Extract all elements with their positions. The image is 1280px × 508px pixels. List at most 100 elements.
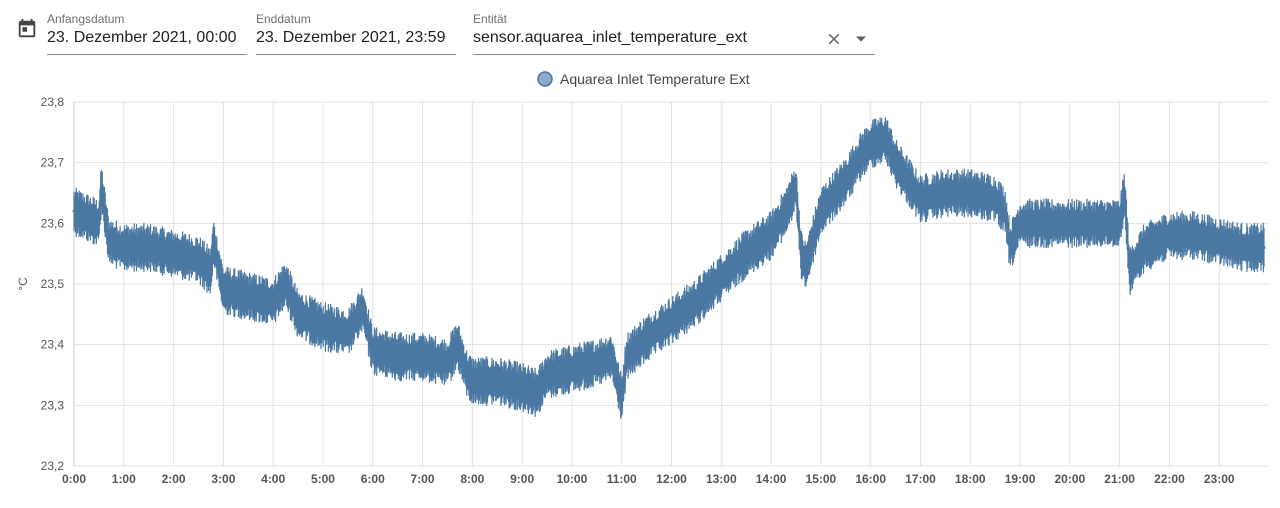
series-point[interactable]: [445, 361, 449, 365]
series-point[interactable]: [495, 379, 499, 383]
series-point[interactable]: [625, 355, 629, 359]
y-axis-label: °C: [16, 277, 30, 291]
series-point[interactable]: [570, 367, 574, 371]
series-point[interactable]: [610, 355, 614, 359]
series-point[interactable]: [455, 343, 459, 347]
series-point[interactable]: [284, 282, 288, 286]
series-point[interactable]: [1242, 246, 1246, 250]
end-date-label: Enddatum: [256, 12, 311, 26]
series-point[interactable]: [1128, 270, 1132, 274]
series-point[interactable]: [321, 324, 325, 328]
series-point[interactable]: [1123, 191, 1127, 195]
series-point[interactable]: [645, 337, 649, 341]
series-point[interactable]: [859, 155, 863, 159]
series-point[interactable]: [869, 142, 873, 146]
series-point[interactable]: [209, 270, 213, 274]
series-point[interactable]: [520, 385, 524, 389]
series-point[interactable]: [1143, 246, 1147, 250]
series-point[interactable]: [421, 355, 425, 359]
series-point[interactable]: [1192, 233, 1196, 237]
series-point[interactable]: [1167, 233, 1171, 237]
x-tick-label: 10:00: [557, 472, 588, 486]
dropdown-arrow-icon[interactable]: [855, 35, 867, 43]
series-point[interactable]: [470, 379, 474, 383]
series-point[interactable]: [844, 179, 848, 183]
x-tick-label: 6:00: [361, 472, 385, 486]
series-point[interactable]: [221, 288, 225, 292]
series-point[interactable]: [993, 197, 997, 201]
series-point[interactable]: [719, 276, 723, 280]
series-point[interactable]: [884, 136, 888, 140]
series-point[interactable]: [72, 209, 76, 213]
series-point[interactable]: [535, 391, 539, 395]
x-tick-label: 4:00: [261, 472, 285, 486]
series-point[interactable]: [595, 361, 599, 365]
close-icon[interactable]: [825, 30, 843, 48]
y-tick-label: 23,7: [41, 156, 65, 170]
series-point[interactable]: [465, 373, 469, 377]
series-point[interactable]: [670, 318, 673, 322]
series-point[interactable]: [122, 246, 126, 250]
series-point[interactable]: [943, 191, 947, 195]
series-point[interactable]: [799, 252, 803, 256]
series-point[interactable]: [1118, 221, 1122, 225]
series-point[interactable]: [196, 258, 200, 262]
entity-label: Entität: [473, 12, 508, 26]
series-point[interactable]: [1068, 221, 1072, 225]
series-point[interactable]: [246, 294, 250, 298]
end-date-value[interactable]: 23. Dezember 2021, 23:59: [256, 29, 446, 46]
series-point[interactable]: [968, 191, 972, 195]
series-point[interactable]: [1217, 240, 1221, 244]
x-tick-label: 20:00: [1054, 472, 1085, 486]
series-point[interactable]: [794, 185, 798, 189]
series-point[interactable]: [784, 209, 788, 213]
series-point[interactable]: [1008, 246, 1012, 250]
series-point[interactable]: [97, 221, 101, 225]
series-point[interactable]: [819, 209, 823, 213]
series-point[interactable]: [346, 331, 350, 335]
entity-value[interactable]: sensor.aquarea_inlet_temperature_ext: [473, 29, 747, 46]
series-point[interactable]: [296, 312, 300, 316]
series-point[interactable]: [361, 306, 365, 310]
legend-label[interactable]: Aquarea Inlet Temperature Ext: [560, 71, 750, 87]
series-point[interactable]: [545, 373, 549, 377]
start-date-value[interactable]: 23. Dezember 2021, 00:00: [47, 29, 237, 46]
series-point[interactable]: [1003, 209, 1007, 213]
series-point[interactable]: [804, 264, 808, 268]
x-tick-label: 21:00: [1104, 472, 1135, 486]
chart-svg: 23,2 23,3 23,4 23,5 23,6 23,7 23,8 0:00 1:00 2:00…: [16, 71, 1269, 486]
series-line[interactable]: [73, 137, 1264, 400]
series-point[interactable]: [620, 397, 624, 401]
series-point[interactable]: [99, 185, 103, 189]
series-point[interactable]: [396, 355, 400, 359]
series-point[interactable]: [1043, 221, 1047, 225]
series-point[interactable]: [84, 215, 88, 219]
calendar-icon[interactable]: [16, 18, 38, 40]
series-point[interactable]: [744, 252, 748, 256]
x-tick-label: 18:00: [955, 472, 986, 486]
x-tick-label: 23:00: [1204, 472, 1235, 486]
end-date-field[interactable]: Enddatum 23. Dezember 2021, 23:59: [256, 8, 456, 55]
legend-marker[interactable]: [537, 71, 553, 87]
series-point[interactable]: [172, 252, 176, 256]
series-point[interactable]: [694, 300, 698, 304]
series-point[interactable]: [147, 246, 151, 250]
x-tick-label: 13:00: [706, 472, 737, 486]
series-point[interactable]: [371, 349, 375, 353]
history-chart: 23,2 23,3 23,4 23,5 23,6 23,7 23,8 0:00 1:00 2:00…: [0, 62, 1280, 503]
series-point[interactable]: [1262, 246, 1266, 250]
series-point[interactable]: [769, 233, 773, 237]
entity-picker[interactable]: Entität sensor.aquarea_inlet_temperature…: [473, 8, 875, 55]
series-point[interactable]: [1093, 221, 1097, 225]
series-point[interactable]: [1018, 221, 1022, 225]
history-filter-bar: Anfangsdatum 23. Dezember 2021, 00:00 En…: [0, 0, 1280, 60]
x-tick-label: 2:00: [162, 472, 186, 486]
series-point[interactable]: [211, 240, 215, 244]
x-tick-label: 19:00: [1005, 472, 1036, 486]
series-point[interactable]: [918, 197, 922, 201]
series-point[interactable]: [894, 161, 898, 165]
series-point[interactable]: [107, 240, 111, 244]
start-date-field[interactable]: Anfangsdatum 23. Dezember 2021, 00:00: [47, 8, 247, 55]
x-tick-label: 14:00: [756, 472, 787, 486]
series-point[interactable]: [271, 300, 275, 304]
